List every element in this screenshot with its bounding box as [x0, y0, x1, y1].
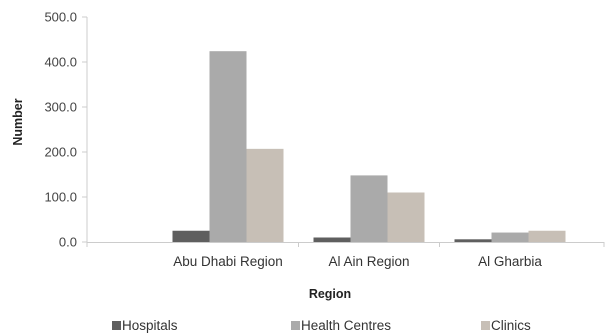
bars — [172, 51, 566, 243]
legend-item-health-centres: Health Centres — [291, 318, 391, 333]
x-axis-labels: Abu Dhabi Region Al Ain Region Al Gharbia — [173, 254, 542, 269]
x-tick-label: Al Gharbia — [478, 254, 542, 269]
bar-health-centres — [491, 232, 529, 242]
bar-health-centres — [209, 51, 247, 243]
legend-swatch — [291, 321, 300, 330]
x-tick-label: Abu Dhabi Region — [173, 254, 283, 269]
bar-hospitals — [172, 230, 210, 242]
bar-health-centres — [350, 175, 388, 242]
y-tick-label: 100.0 — [44, 190, 77, 205]
legend-swatch — [112, 321, 121, 330]
bar-hospitals — [454, 239, 492, 242]
legend-item-hospitals: Hospitals — [112, 318, 178, 333]
legend-label: Clinics — [491, 318, 531, 333]
legend-swatch — [481, 321, 490, 330]
x-tick-label: Al Ain Region — [328, 254, 409, 269]
y-tick-label: 0.0 — [59, 235, 77, 250]
y-tick-label: 300.0 — [44, 100, 77, 115]
y-tick-label: 200.0 — [44, 145, 77, 160]
legend-label: Health Centres — [301, 318, 391, 333]
y-axis-title: Number — [11, 98, 25, 145]
axes — [86, 17, 605, 247]
bar-hospitals — [313, 237, 351, 242]
bar-clinics — [387, 192, 425, 242]
x-axis-title: Region — [309, 287, 351, 301]
y-axis-ticks: 0.0 100.0 200.0 300.0 400.0 500.0 — [44, 10, 87, 250]
bar-clinics — [246, 148, 284, 242]
y-tick-label: 500.0 — [44, 10, 77, 25]
bar-clinics — [528, 230, 566, 242]
legend-label: Hospitals — [122, 318, 178, 333]
legend-item-clinics: Clinics — [481, 318, 531, 333]
legend: Hospitals Health Centres Clinics — [112, 318, 531, 333]
y-tick-label: 400.0 — [44, 55, 77, 70]
